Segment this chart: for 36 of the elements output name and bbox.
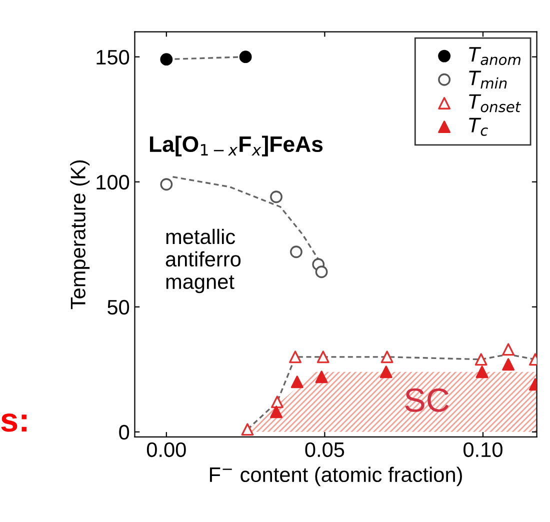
point — [380, 366, 392, 378]
y-tick-label: 0 — [119, 424, 130, 440]
x-axis-title: F$^{−}$ content (atomic fraction) — [210, 466, 462, 486]
point — [270, 406, 282, 418]
point — [315, 266, 328, 278]
point — [290, 246, 302, 258]
point — [270, 396, 284, 408]
point — [476, 366, 488, 378]
legend-label: T$_{c}$ — [469, 118, 488, 136]
y-tick-label: 150 — [96, 50, 130, 65]
point — [160, 178, 173, 191]
y-axis-title: Temperature (K) — [70, 160, 90, 310]
legend-label: T$_{min}$ — [469, 70, 507, 88]
point — [290, 376, 304, 388]
annotation: SC — [405, 388, 449, 412]
annotation: metallic antiferro magnet — [166, 228, 241, 294]
point — [160, 53, 173, 66]
point — [270, 190, 282, 204]
point — [316, 350, 330, 364]
point — [239, 50, 252, 64]
y-tick-label: 50 — [108, 300, 130, 315]
point — [502, 358, 515, 371]
x-tick-label: 0.10 — [464, 442, 502, 458]
point — [241, 423, 254, 436]
point — [315, 370, 328, 384]
y-tick-label: 100 — [96, 174, 130, 190]
point — [289, 350, 302, 364]
text: s: — [1, 413, 26, 432]
x-tick-label: 0.00 — [146, 442, 186, 458]
legend-label: T$_{onset}$ — [469, 94, 522, 112]
legend-label: T$_{anom}$ — [469, 47, 520, 66]
point — [474, 353, 488, 366]
x-tick-label: 0.05 — [305, 442, 344, 458]
point — [380, 350, 394, 364]
annotation: La[O$_{1−x}$F$_{x}$]FeAs — [150, 136, 323, 156]
point — [502, 343, 515, 356]
